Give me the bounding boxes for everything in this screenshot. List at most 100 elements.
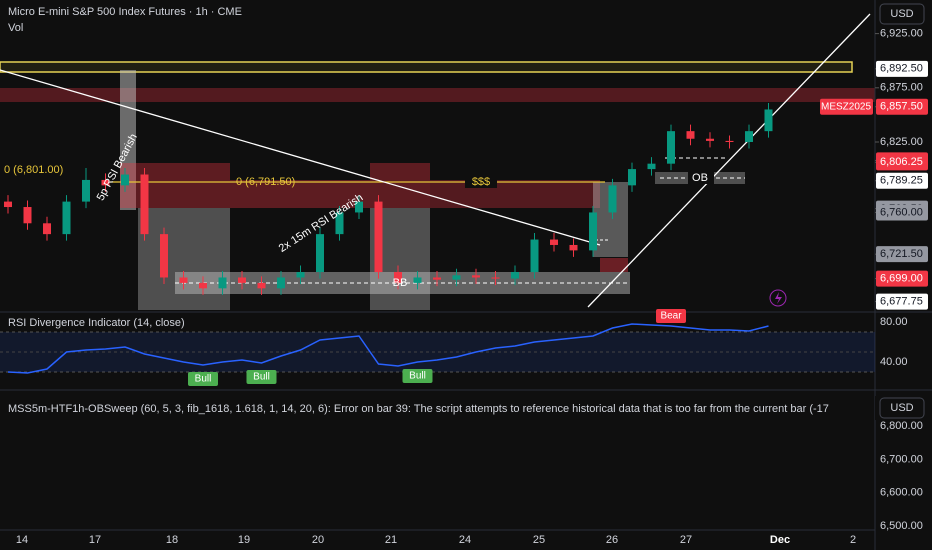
signal-bg <box>246 370 277 384</box>
alert-icon[interactable] <box>769 289 787 307</box>
candle-body <box>121 174 129 186</box>
rsi-title: RSI Divergence Indicator (14, close) <box>8 317 185 329</box>
candle-body <box>472 275 480 278</box>
candle-body <box>160 234 168 278</box>
candle-body <box>764 109 773 132</box>
signal-bg <box>656 309 686 323</box>
candle-body <box>296 272 305 278</box>
candle-body <box>394 272 402 283</box>
currency[interactable]: USD <box>890 402 913 414</box>
price-label: 6,892.50 <box>880 63 923 75</box>
candle-body <box>4 201 12 208</box>
ob-label: OB <box>692 172 708 184</box>
signal-bg <box>188 372 218 386</box>
candle-body <box>647 163 656 170</box>
x-tick-label: 27 <box>680 534 692 546</box>
price-label-bg <box>876 293 928 310</box>
supply-zone <box>0 61 853 73</box>
lower-tick-label: 6,600.00 <box>880 487 923 499</box>
currency[interactable]: USD <box>890 8 913 20</box>
bear-zone <box>120 163 230 208</box>
x-tick-label: 25 <box>533 534 545 546</box>
candle-body <box>413 277 422 283</box>
candle-body <box>550 239 558 245</box>
candle-body <box>569 244 578 251</box>
x-tick-label: 17 <box>89 534 101 546</box>
lower-tick-label: 6,700.00 <box>880 453 923 465</box>
candle-body <box>608 185 617 213</box>
lower-tick-label: 6,500.00 <box>880 520 923 532</box>
candle-body <box>335 212 344 235</box>
rsi-line <box>7 323 769 374</box>
price-label-bg <box>876 204 928 221</box>
rsi-tick-label: 40.00 <box>880 356 908 368</box>
currency-box[interactable] <box>879 3 925 25</box>
candle-body <box>511 272 519 279</box>
candle-body <box>452 275 461 280</box>
x-tick-label: 14 <box>16 534 28 546</box>
price-label: 6,806.25 <box>880 156 923 168</box>
candle-body <box>589 212 597 251</box>
signal-label: Bull <box>195 374 212 385</box>
x-tick-label: 21 <box>385 534 397 546</box>
candle-body <box>725 140 734 142</box>
x-tick-label: 18 <box>166 534 178 546</box>
lower-pane-title: MSS5m-HTF1h-OBSweep (60, 5, 3, fib_1618,… <box>8 403 829 415</box>
candle-body <box>218 277 227 289</box>
candle-body <box>140 174 149 235</box>
x-tick-label: 24 <box>459 534 471 546</box>
candle-body <box>667 131 675 164</box>
candle-body <box>179 277 188 283</box>
liquidity-label: $$$ <box>472 176 490 188</box>
price-label: 6,699.00 <box>880 272 923 284</box>
price-label: 6,875.00 <box>880 82 923 94</box>
candle-body <box>491 277 500 279</box>
price-label: 6,925.00 <box>880 28 923 40</box>
price-label-bg <box>876 246 928 263</box>
candle-body <box>706 138 714 141</box>
trend-line <box>0 69 601 246</box>
candle-body <box>745 131 753 142</box>
price-label: 6,721.50 <box>880 248 923 260</box>
bear-zone <box>230 180 370 208</box>
candle-body <box>23 207 32 224</box>
rsi-tick-label: 80.00 <box>880 316 908 328</box>
level-label: 0 (6,791.50) <box>236 176 295 188</box>
price-label-bg <box>876 172 928 189</box>
price-label: 6,677.75 <box>880 296 923 308</box>
price-label-bg <box>876 270 928 287</box>
candle-body <box>530 239 539 273</box>
level-label: 0 (6,801.00) <box>4 164 63 176</box>
signal-bg <box>402 369 433 383</box>
lower-tick-label: 6,800.00 <box>880 420 923 432</box>
price-label: 6,760.00 <box>880 206 923 218</box>
currency-box[interactable] <box>879 397 925 419</box>
candle-body <box>257 282 266 289</box>
x-tick-label: 20 <box>312 534 324 546</box>
alert-icon-bolt <box>775 292 782 304</box>
chart-title: Micro E-mini S&P 500 Index Futures · 1h … <box>8 6 242 18</box>
signal-label: Bull <box>253 372 270 383</box>
candle-body <box>355 201 363 213</box>
candle-body <box>43 223 51 235</box>
symbol-tag-bg <box>820 98 873 115</box>
trend-line <box>587 13 871 308</box>
label-bg <box>465 176 497 188</box>
candle-body <box>316 234 324 273</box>
candle-body <box>686 131 695 139</box>
candle-body <box>374 201 383 273</box>
x-tick-label: 19 <box>238 534 250 546</box>
price-label-bg <box>876 60 928 77</box>
symbol-tag: MESZ2025 <box>821 101 871 112</box>
candle-body <box>199 282 207 289</box>
price-label-bg <box>876 98 928 115</box>
candle-body <box>238 277 246 283</box>
x-tick-label: 2 <box>850 534 856 546</box>
bear-zone <box>600 258 628 272</box>
bear-zone <box>370 163 430 208</box>
price-label: 6,789.25 <box>880 175 923 187</box>
bear-zone <box>430 180 600 208</box>
label-bg <box>688 172 714 184</box>
